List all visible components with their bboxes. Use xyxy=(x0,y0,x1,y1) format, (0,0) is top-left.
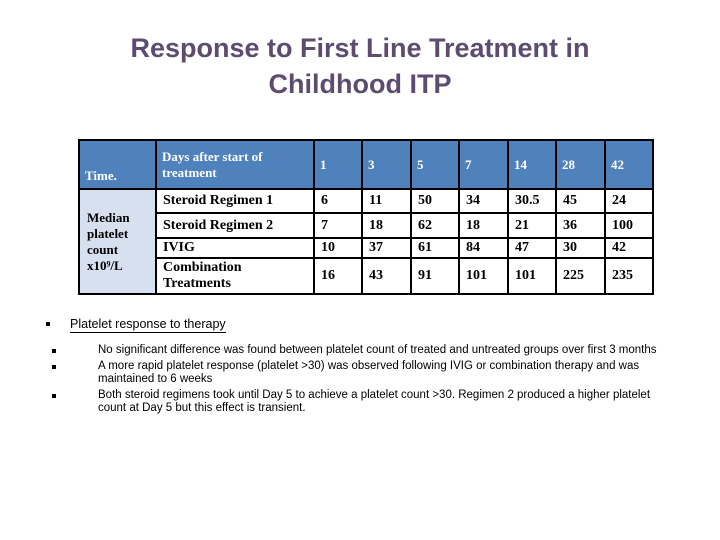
table-cell: 45 xyxy=(555,188,606,214)
square-bullet-icon xyxy=(52,349,56,353)
list-item: Both steroid regimens took until Day 5 t… xyxy=(52,389,682,416)
side-label-median-platelet-count: Median platelet count x10⁹/L xyxy=(78,188,157,295)
table-cell: 43 xyxy=(361,257,412,295)
table-cell: 36 xyxy=(555,212,606,239)
table-cell: 30 xyxy=(555,237,606,259)
table-cell: 61 xyxy=(410,237,460,259)
table-cell: 7 xyxy=(313,212,363,239)
day-header-7: 7 xyxy=(458,139,509,190)
day-header-28: 28 xyxy=(555,139,606,190)
side-label-unit: x10⁹/L xyxy=(87,257,123,273)
table-cell: 6 xyxy=(313,188,363,214)
table-cell: 24 xyxy=(604,188,654,214)
table-cell: 62 xyxy=(410,212,460,239)
bullet-list: No significant difference was found betw… xyxy=(52,344,682,418)
row-label-combination-treatments: Combination Treatments xyxy=(155,257,315,295)
corner-header-time: Time. xyxy=(78,139,157,190)
table-cell: 84 xyxy=(458,237,509,259)
row-label-steroid-regimen-1: Steroid Regimen 1 xyxy=(155,188,315,214)
square-bullet-icon xyxy=(52,364,56,369)
slide-title-line1: Response to First Line Treatment in xyxy=(130,33,590,63)
table-cell: 30.5 xyxy=(507,188,557,214)
table-cell: 47 xyxy=(507,237,557,259)
table-cell: 101 xyxy=(507,257,557,295)
day-header-1: 1 xyxy=(313,139,363,190)
day-header-42: 42 xyxy=(604,139,654,190)
day-header-3: 3 xyxy=(361,139,412,190)
table-cell: 18 xyxy=(361,212,412,239)
table-cell: 225 xyxy=(555,257,606,295)
bullet-text: No significant difference was found betw… xyxy=(98,344,657,356)
table-cell: 10 xyxy=(313,237,363,259)
list-item: A more rapid platelet response (platelet… xyxy=(52,360,682,387)
bullet-text: A more rapid platelet response (platelet… xyxy=(98,359,640,386)
table-cell: 21 xyxy=(507,212,557,239)
square-bullet-icon xyxy=(46,322,50,326)
side-label-text: Median platelet count xyxy=(87,209,130,257)
square-bullet-icon xyxy=(52,393,56,398)
bullet-text: Both steroid regimens took until Day 5 t… xyxy=(98,388,651,415)
table-cell: 11 xyxy=(361,188,412,214)
table-cell: 50 xyxy=(410,188,460,214)
table-row: Combination Treatments 16 43 91 101 101 … xyxy=(79,257,654,295)
bullet-heading: Platelet response to therapy xyxy=(46,317,226,333)
slide-title-line2: Childhood ITP xyxy=(268,69,452,99)
table-cell: 18 xyxy=(458,212,509,239)
bullet-heading-text: Platelet response to therapy xyxy=(70,317,226,333)
day-header-5: 5 xyxy=(410,139,460,190)
row-label-steroid-regimen-2: Steroid Regimen 2 xyxy=(155,212,315,239)
table-cell: 235 xyxy=(604,257,654,295)
list-item: No significant difference was found betw… xyxy=(52,344,682,358)
table-cell: 100 xyxy=(604,212,654,239)
table-row: Steroid Regimen 2 7 18 62 18 21 36 100 xyxy=(79,212,654,239)
table-cell: 16 xyxy=(313,257,363,295)
table-cell: 101 xyxy=(458,257,509,295)
table-row: IVIG 10 37 61 84 47 30 42 xyxy=(79,237,654,259)
table-cell: 91 xyxy=(410,257,460,295)
table-cell: 37 xyxy=(361,237,412,259)
treatment-response-table: Time. Days after start of treatment 1 3 … xyxy=(78,139,654,295)
days-after-start-header: Days after start of treatment xyxy=(155,139,315,190)
day-header-14: 14 xyxy=(507,139,557,190)
table-cell: 34 xyxy=(458,188,509,214)
table-cell: 42 xyxy=(604,237,654,259)
slide-title: Response to First Line Treatment in Chil… xyxy=(0,30,720,102)
row-label-ivig: IVIG xyxy=(155,237,315,259)
table-row: Median platelet count x10⁹/L Steroid Reg… xyxy=(78,188,654,295)
